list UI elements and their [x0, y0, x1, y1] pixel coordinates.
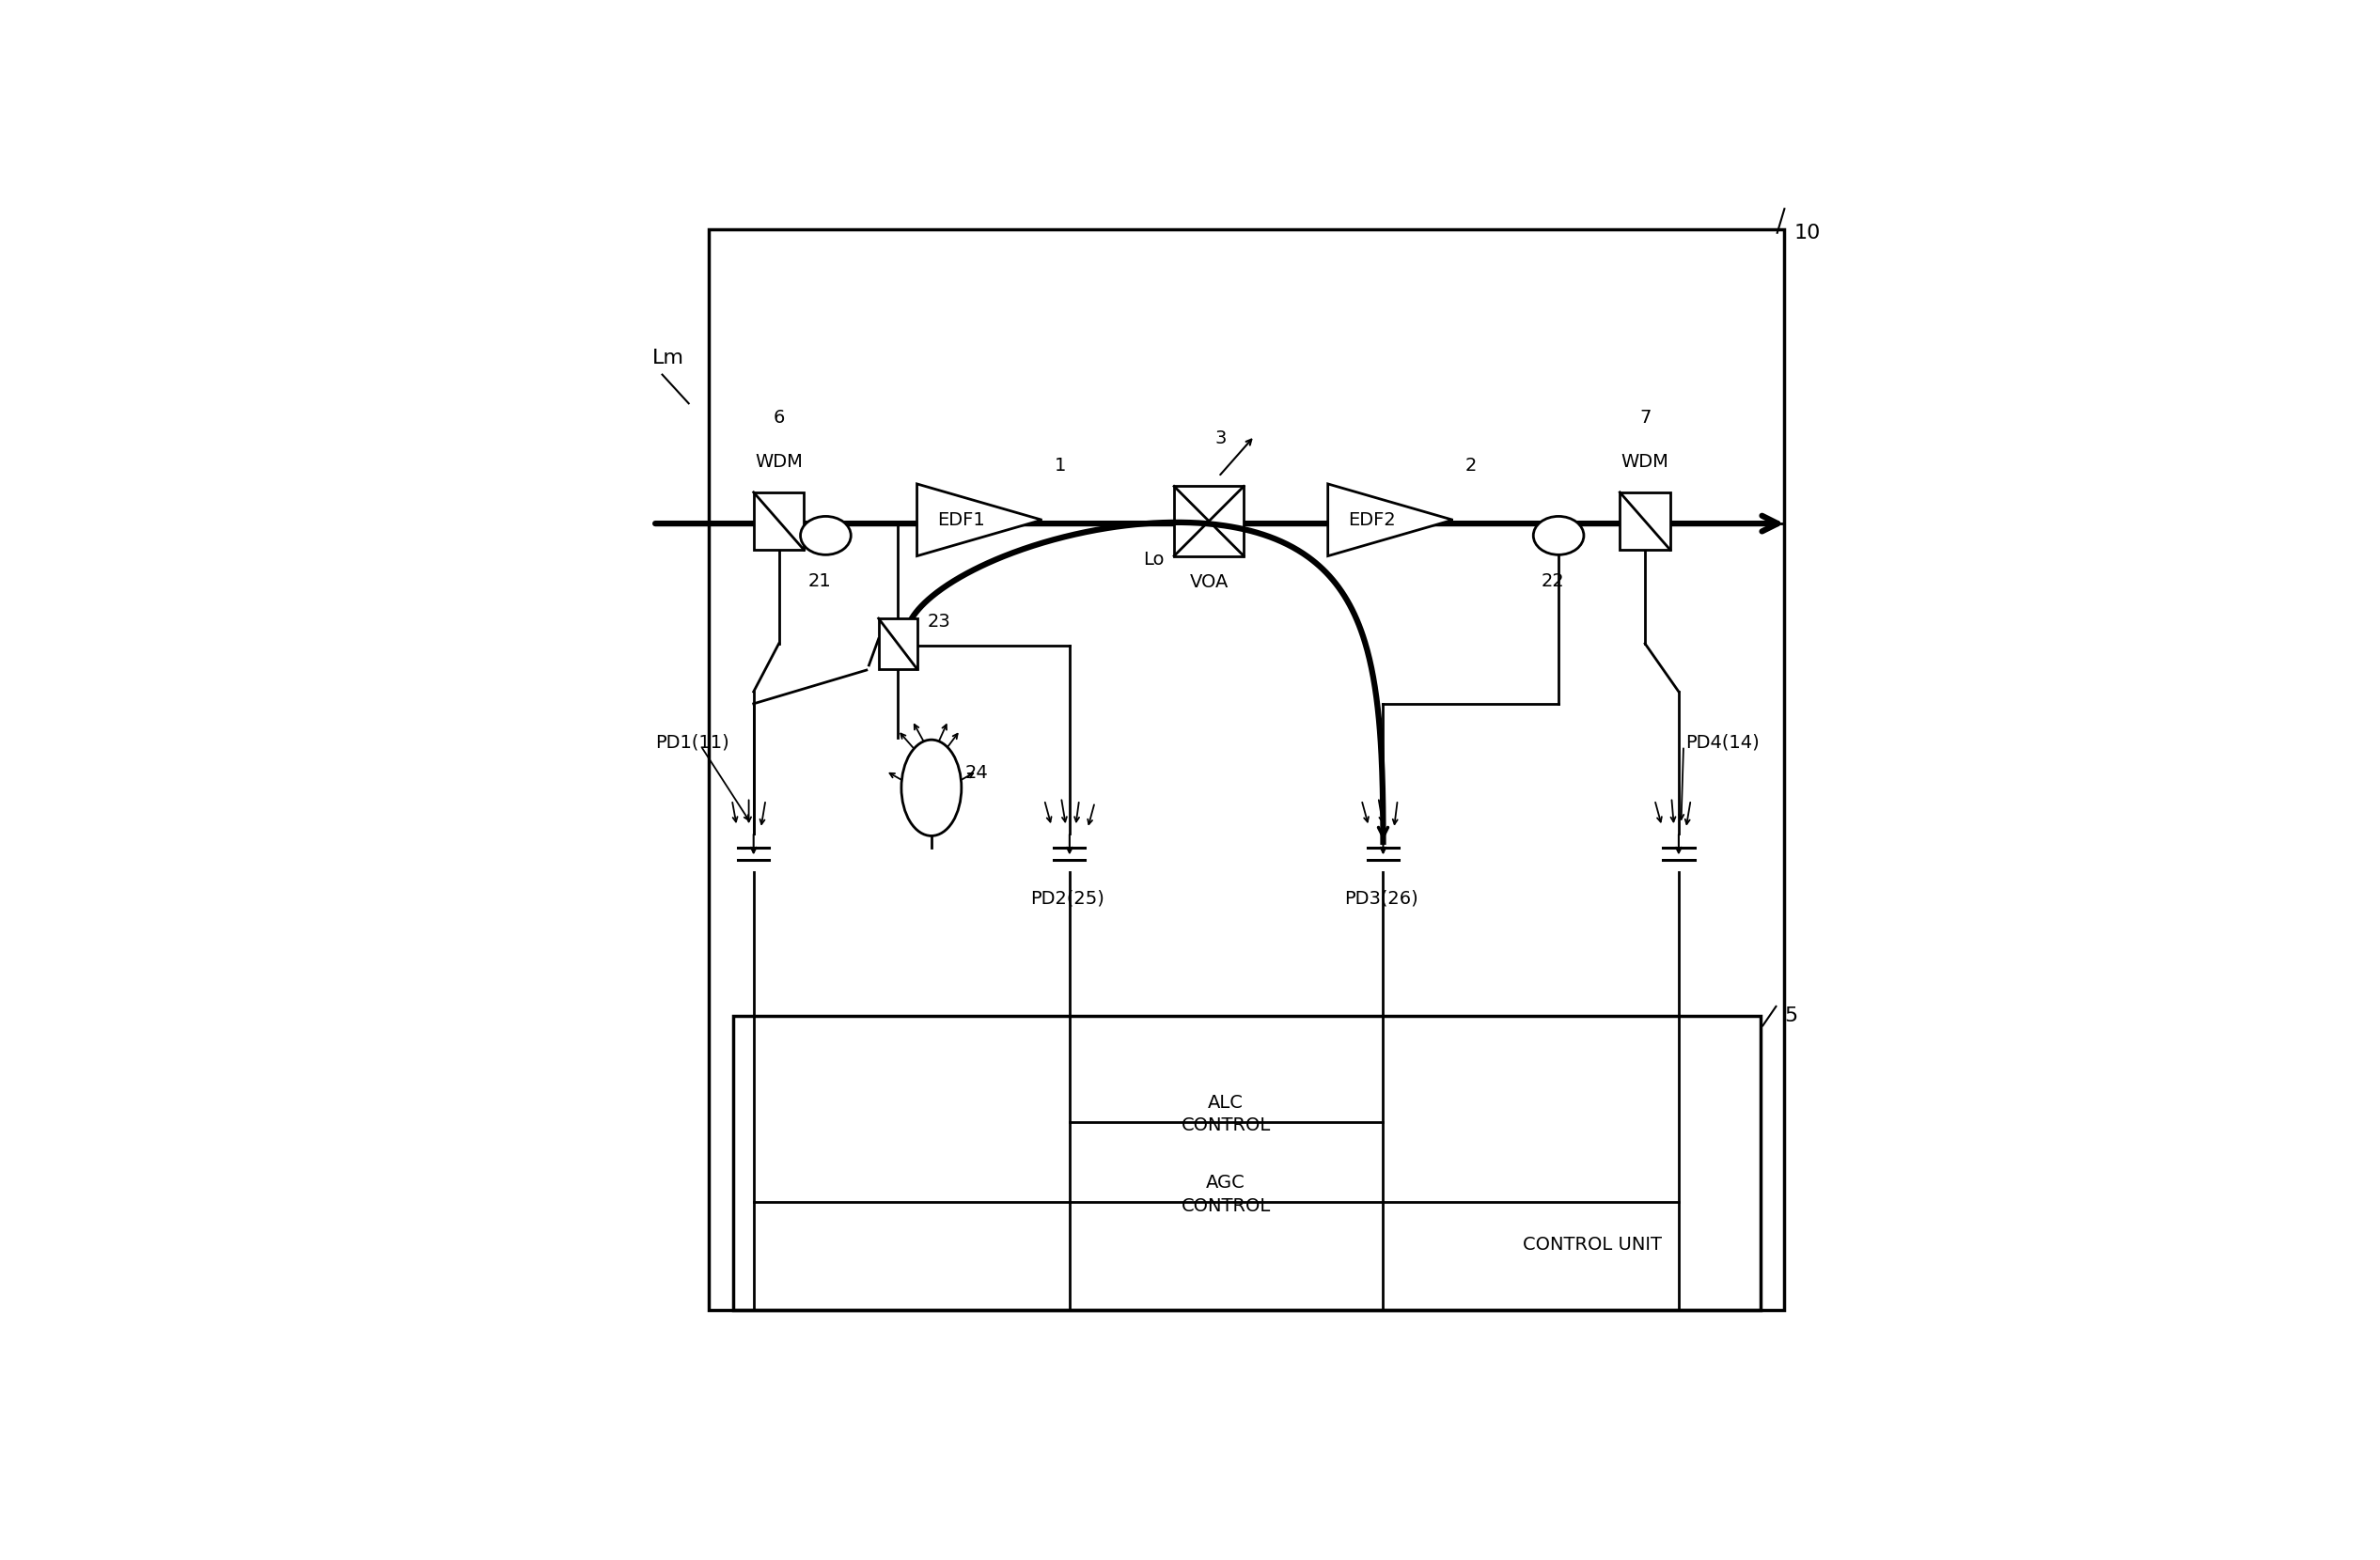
Text: PD3(26): PD3(26) [1345, 889, 1418, 908]
Bar [754, 493, 804, 551]
Polygon shape [916, 484, 1042, 555]
Text: WDM: WDM [754, 454, 802, 471]
Text: 3: 3 [1216, 429, 1226, 448]
Text: VOA: VOA [1190, 574, 1228, 591]
Text: CONTROL: CONTROL [1180, 1117, 1271, 1134]
Text: 5: 5 [1785, 1006, 1797, 1025]
Text: CONTROL UNIT: CONTROL UNIT [1523, 1236, 1661, 1253]
Text: AGC: AGC [1207, 1175, 1245, 1192]
Text: CONTROL: CONTROL [1180, 1197, 1271, 1215]
Bar [709, 229, 1785, 1310]
Text: Lo: Lo [1142, 551, 1164, 568]
Text: 23: 23 [928, 613, 952, 630]
Ellipse shape [800, 516, 852, 555]
Text: PD2(25): PD2(25) [1031, 889, 1104, 908]
Text: WDM: WDM [1621, 454, 1668, 471]
Text: 22: 22 [1540, 573, 1564, 590]
Text: 6: 6 [774, 409, 785, 427]
Text: 7: 7 [1640, 409, 1652, 427]
Text: 21: 21 [809, 573, 831, 590]
Bar [1621, 493, 1671, 551]
Ellipse shape [902, 739, 962, 836]
Text: ALC: ALC [1209, 1094, 1245, 1111]
Text: 2: 2 [1466, 457, 1476, 474]
Text: 10: 10 [1795, 223, 1821, 242]
Bar [733, 1016, 1761, 1310]
Bar [878, 618, 916, 669]
Ellipse shape [1533, 516, 1583, 555]
Text: EDF2: EDF2 [1349, 512, 1397, 529]
Text: PD4(14): PD4(14) [1685, 733, 1759, 750]
Text: 24: 24 [964, 764, 988, 782]
Text: 1: 1 [1054, 457, 1066, 474]
Polygon shape [1328, 484, 1452, 555]
Text: EDF1: EDF1 [938, 512, 985, 529]
Text: Lm: Lm [652, 348, 685, 367]
Text: PD1(11): PD1(11) [654, 733, 728, 750]
Bar [1173, 487, 1245, 555]
